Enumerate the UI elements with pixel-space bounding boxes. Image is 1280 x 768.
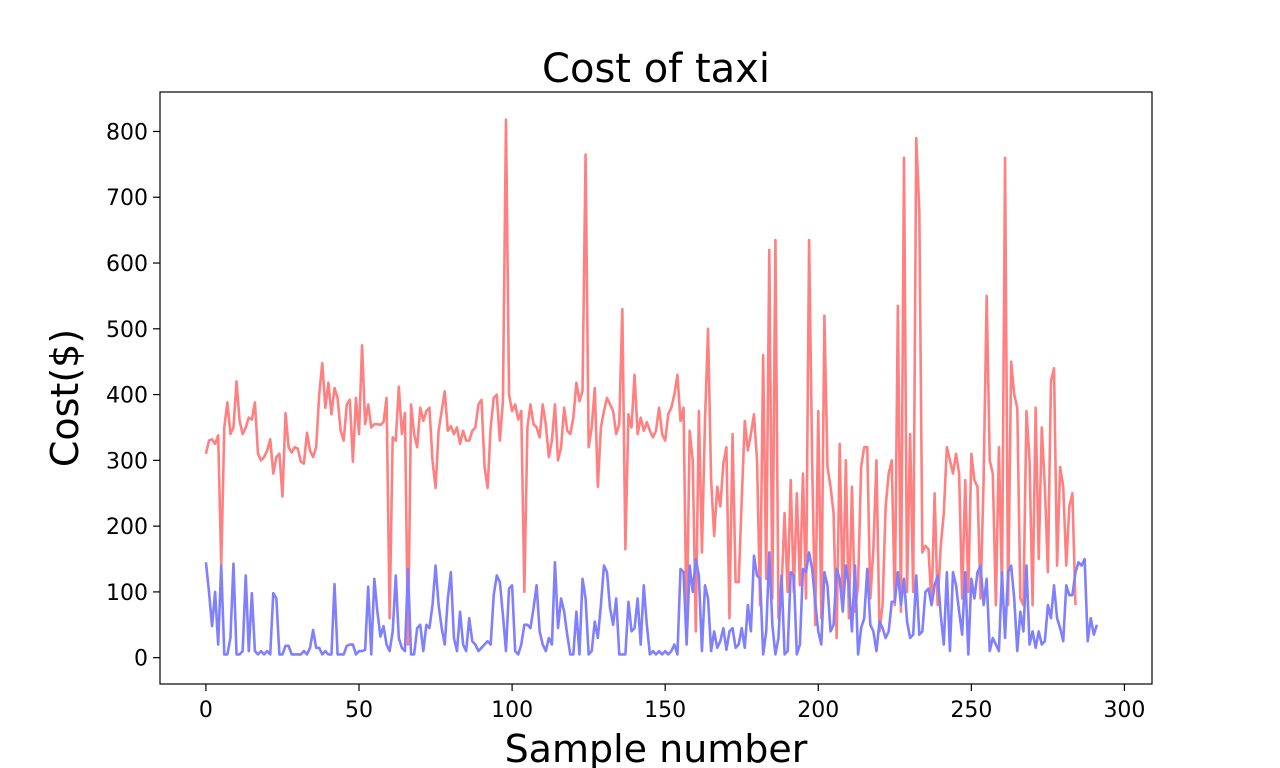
y-tick-label: 600: [106, 252, 148, 277]
y-tick-label: 0: [134, 647, 148, 672]
y-tick-label: 100: [106, 581, 148, 606]
y-tick-label: 500: [106, 318, 148, 343]
chart-title: Cost of taxi: [542, 46, 770, 92]
y-tick-label: 300: [106, 449, 148, 474]
x-tick-label: 0: [199, 698, 213, 723]
x-tick-label: 100: [491, 698, 533, 723]
series-layer: [204, 118, 1099, 656]
series-line-1: [204, 118, 1077, 646]
plot-frame: [159, 91, 1153, 685]
x-axis: 0 50 100 150 200 250 300: [199, 684, 1145, 723]
series-line-2: [204, 551, 1099, 656]
x-tick-label: 200: [797, 698, 839, 723]
y-tick-label: 700: [106, 186, 148, 211]
x-tick-label: 300: [1103, 698, 1145, 723]
y-tick-label: 400: [106, 384, 148, 409]
y-tick-label: 800: [106, 120, 148, 145]
y-axis: 0 100 200 300 400 500 600 700 800: [106, 120, 160, 672]
x-tick-label: 50: [345, 698, 373, 723]
y-axis-title: Cost($): [43, 329, 87, 467]
y-tick-label: 200: [106, 515, 148, 540]
x-tick-label: 150: [644, 698, 686, 723]
x-axis-title: Sample number: [505, 727, 808, 768]
x-tick-label: 250: [950, 698, 992, 723]
